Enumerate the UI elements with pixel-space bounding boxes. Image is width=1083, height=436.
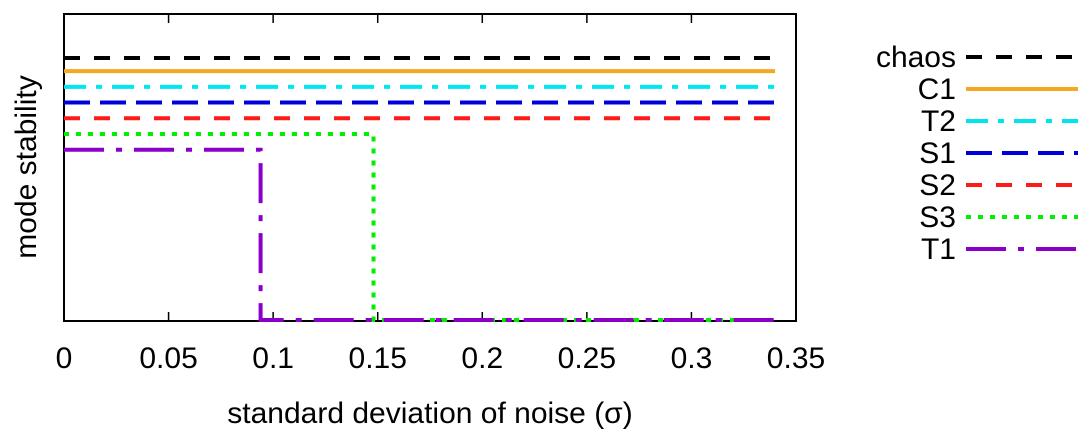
legend-label: S1 (919, 137, 956, 170)
x-tick-label: 0.1 (252, 342, 294, 375)
legend-label: T2 (921, 105, 956, 138)
x-tick-label: 0.3 (671, 342, 713, 375)
x-tick-label: 0.05 (139, 342, 197, 375)
series-line-s3 (64, 131, 776, 322)
x-ticks: 0 0.05 0.1 0.15 0.2 0.25 0.3 0.35 (56, 14, 825, 375)
legend-label: S3 (919, 201, 956, 234)
legend-label: chaos (876, 41, 956, 74)
legend-label: T1 (921, 233, 956, 266)
legend-label: C1 (918, 73, 956, 106)
series-lines (64, 56, 776, 322)
x-tick-label: 0 (56, 342, 73, 375)
x-tick-label: 0.2 (461, 342, 503, 375)
x-tick-label: 0.15 (349, 342, 407, 375)
y-axis-label: mode stability (10, 75, 43, 258)
legend-label: S2 (919, 169, 956, 202)
x-tick-label: 0.35 (767, 342, 825, 375)
x-axis-label: standard deviation of noise (σ) (227, 397, 632, 430)
plot-frame (63, 13, 797, 322)
series-line-t1 (64, 147, 776, 322)
x-tick-label: 0.25 (558, 342, 616, 375)
